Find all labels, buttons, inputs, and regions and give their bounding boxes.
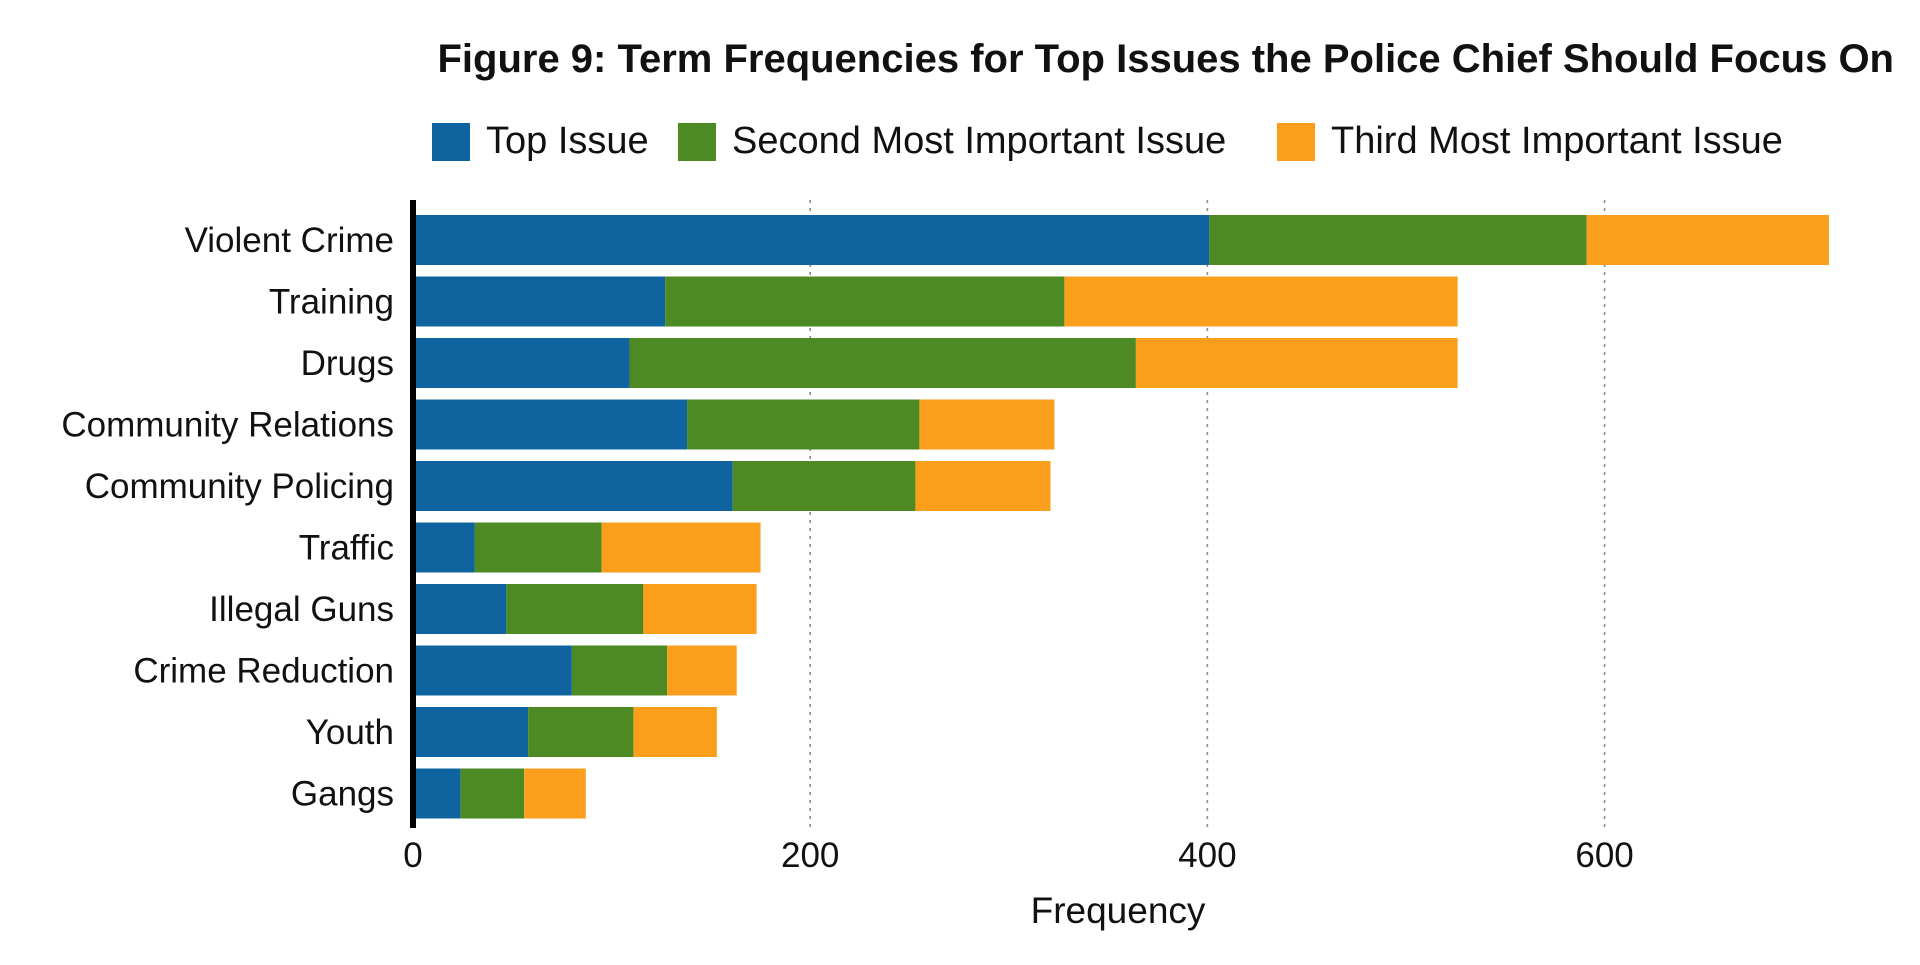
- bar-segment-crime-reduction-third-most-important-issue: [667, 645, 737, 696]
- legend: Top Issue Second Most Important Issue Thir…: [432, 120, 1783, 162]
- bar-segment-community-relations-second-most-important-issue: [687, 399, 920, 450]
- bar-segment-training-third-most-important-issue: [1064, 276, 1458, 327]
- category-label-illegal-guns: Illegal Guns: [209, 590, 394, 629]
- category-label-community-relations: Community Relations: [61, 406, 394, 445]
- bar-segment-youth-top-issue: [413, 707, 529, 757]
- category-label-violent-crime: Violent Crime: [185, 221, 394, 260]
- bars-group: [413, 215, 1829, 819]
- bar-segment-drugs-second-most-important-issue: [629, 338, 1136, 388]
- bar-segment-gangs-second-most-important-issue: [460, 768, 525, 819]
- bar-segment-violent-crime-second-most-important-issue: [1209, 215, 1587, 265]
- bar-segment-community-policing-second-most-important-issue: [732, 461, 916, 511]
- bar-segment-youth-third-most-important-issue: [633, 707, 717, 757]
- bar-segment-community-policing-third-most-important-issue: [915, 461, 1051, 511]
- legend-label-third-most-important-issue: Third Most Important Issue: [1331, 120, 1783, 162]
- category-label-training: Training: [269, 283, 394, 322]
- bar-segment-community-policing-top-issue: [413, 461, 733, 511]
- x-tick-label-200: 200: [781, 836, 839, 875]
- bar-segment-illegal-guns-third-most-important-issue: [643, 584, 757, 634]
- bar-segment-community-relations-top-issue: [413, 399, 688, 450]
- x-tick-label-400: 400: [1178, 836, 1236, 875]
- legend-label-top-issue: Top Issue: [486, 120, 649, 162]
- x-tick-label-600: 600: [1575, 836, 1633, 875]
- bar-segment-gangs-third-most-important-issue: [524, 768, 586, 819]
- legend-label-second-most-important-issue: Second Most Important Issue: [732, 120, 1226, 162]
- bar-segment-crime-reduction-second-most-important-issue: [571, 645, 668, 696]
- bar-segment-traffic-second-most-important-issue: [474, 522, 602, 573]
- x-axis-title: Frequency: [1031, 890, 1206, 931]
- category-label-traffic: Traffic: [299, 529, 394, 568]
- bar-segment-illegal-guns-second-most-important-issue: [506, 584, 644, 634]
- bar-segment-violent-crime-top-issue: [413, 215, 1210, 265]
- bar-segment-drugs-third-most-important-issue: [1135, 338, 1458, 388]
- bar-segment-community-relations-third-most-important-issue: [919, 399, 1055, 450]
- legend-swatch-third-most-important-issue: [1277, 123, 1315, 161]
- bar-segment-illegal-guns-top-issue: [413, 584, 507, 634]
- category-label-gangs: Gangs: [291, 775, 394, 814]
- bar-segment-violent-crime-third-most-important-issue: [1586, 215, 1829, 265]
- bar-segment-crime-reduction-top-issue: [413, 645, 572, 696]
- category-label-youth: Youth: [306, 713, 394, 752]
- bar-segment-youth-second-most-important-issue: [528, 707, 634, 757]
- category-label-crime-reduction: Crime Reduction: [133, 652, 394, 691]
- x-tick-label-0: 0: [403, 836, 422, 875]
- category-label-drugs: Drugs: [301, 344, 394, 383]
- bar-segment-gangs-top-issue: [413, 768, 461, 819]
- y-axis-labels: Violent Crime Training Drugs Community Rela…: [61, 221, 394, 814]
- bar-segment-training-second-most-important-issue: [665, 276, 1065, 327]
- bar-segment-traffic-third-most-important-issue: [601, 522, 761, 573]
- bar-segment-training-top-issue: [413, 276, 666, 327]
- category-label-community-policing: Community Policing: [85, 467, 394, 506]
- bar-segment-drugs-top-issue: [413, 338, 630, 388]
- bar-segment-traffic-top-issue: [413, 522, 475, 573]
- legend-swatch-second-most-important-issue: [678, 123, 716, 161]
- x-axis-ticks: 0 200 400 600: [403, 836, 1634, 875]
- chart-title: Figure 9: Term Frequencies for Top Issue…: [437, 37, 1894, 81]
- legend-swatch-top-issue: [432, 123, 470, 161]
